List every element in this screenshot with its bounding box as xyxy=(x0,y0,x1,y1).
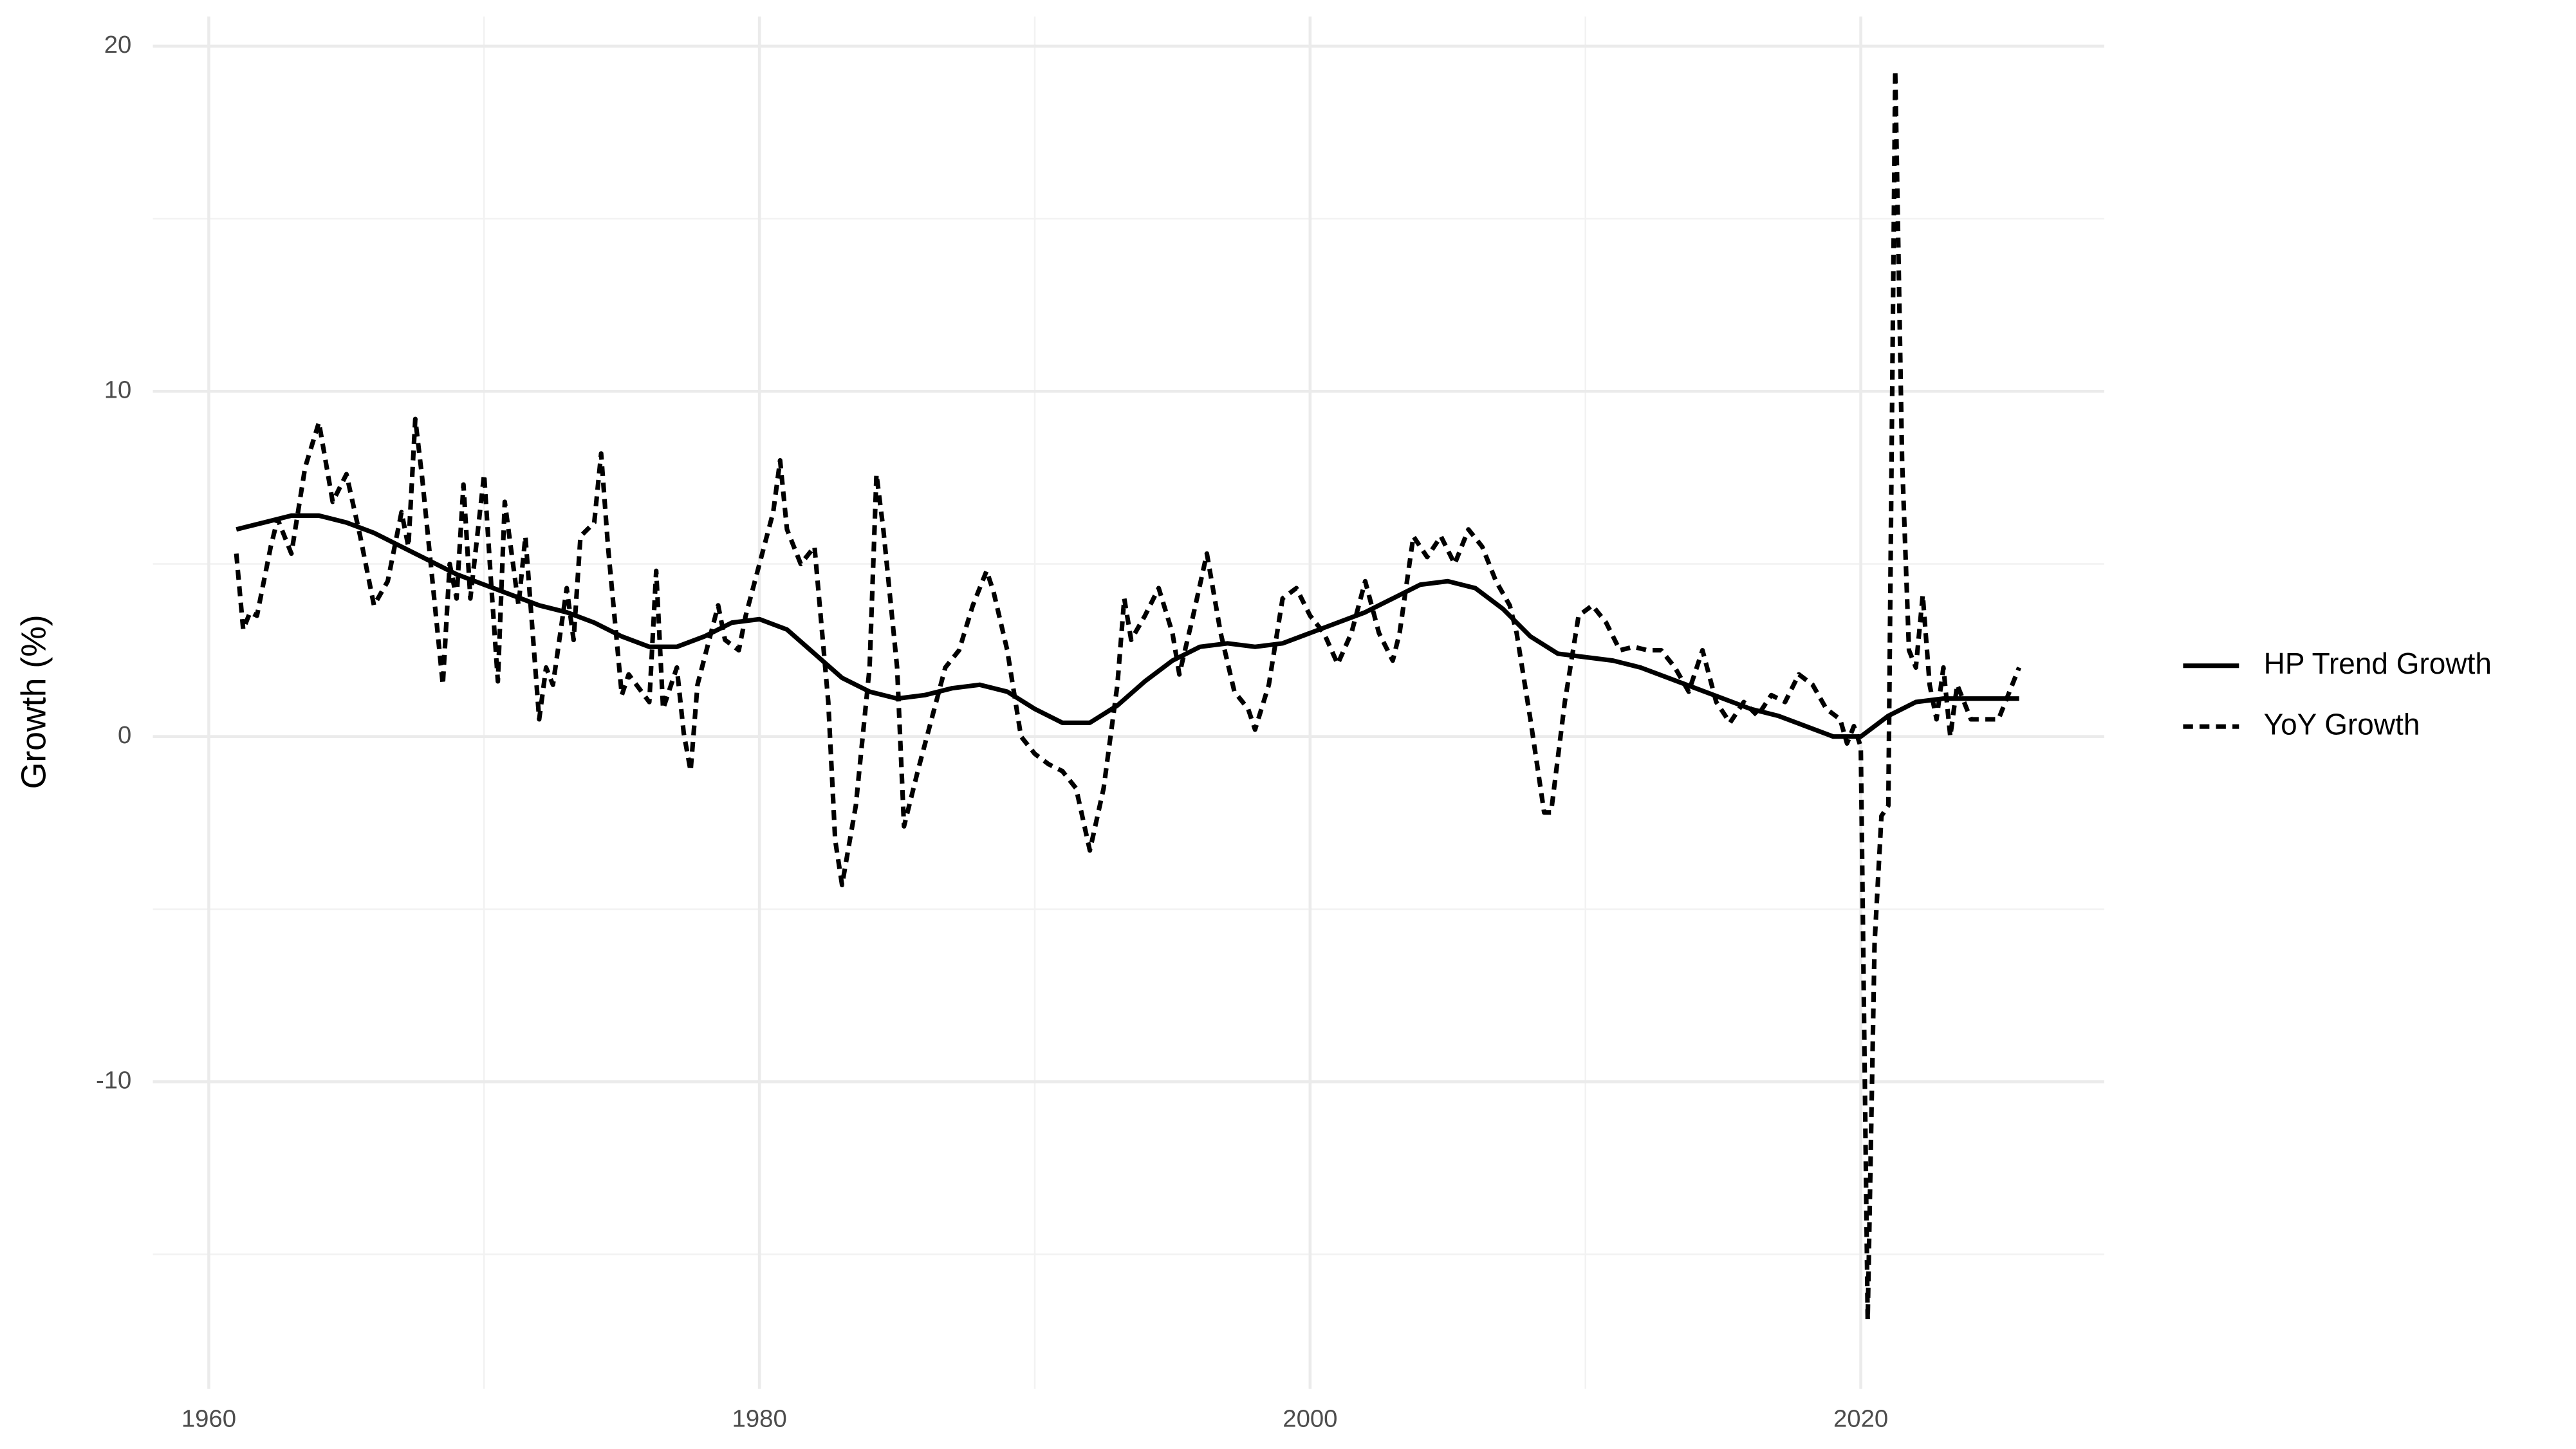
x-tick-label: 1960 xyxy=(181,1405,236,1432)
x-tick-label: 2000 xyxy=(1283,1405,1337,1432)
y-tick-label: 0 xyxy=(118,721,131,749)
x-tick-label: 2020 xyxy=(1833,1405,1888,1432)
series-line xyxy=(236,513,2019,739)
y-axis-label: Growth (%) xyxy=(14,614,53,789)
y-tick-label: 10 xyxy=(104,376,132,403)
x-tick-label: 1980 xyxy=(732,1405,787,1432)
y-tick-label: -10 xyxy=(96,1066,131,1094)
legend-label: HP Trend Growth xyxy=(2264,647,2492,680)
series-line xyxy=(234,68,2021,1322)
legend-label: YoY Growth xyxy=(2264,707,2420,741)
y-tick-label: 20 xyxy=(104,31,132,59)
